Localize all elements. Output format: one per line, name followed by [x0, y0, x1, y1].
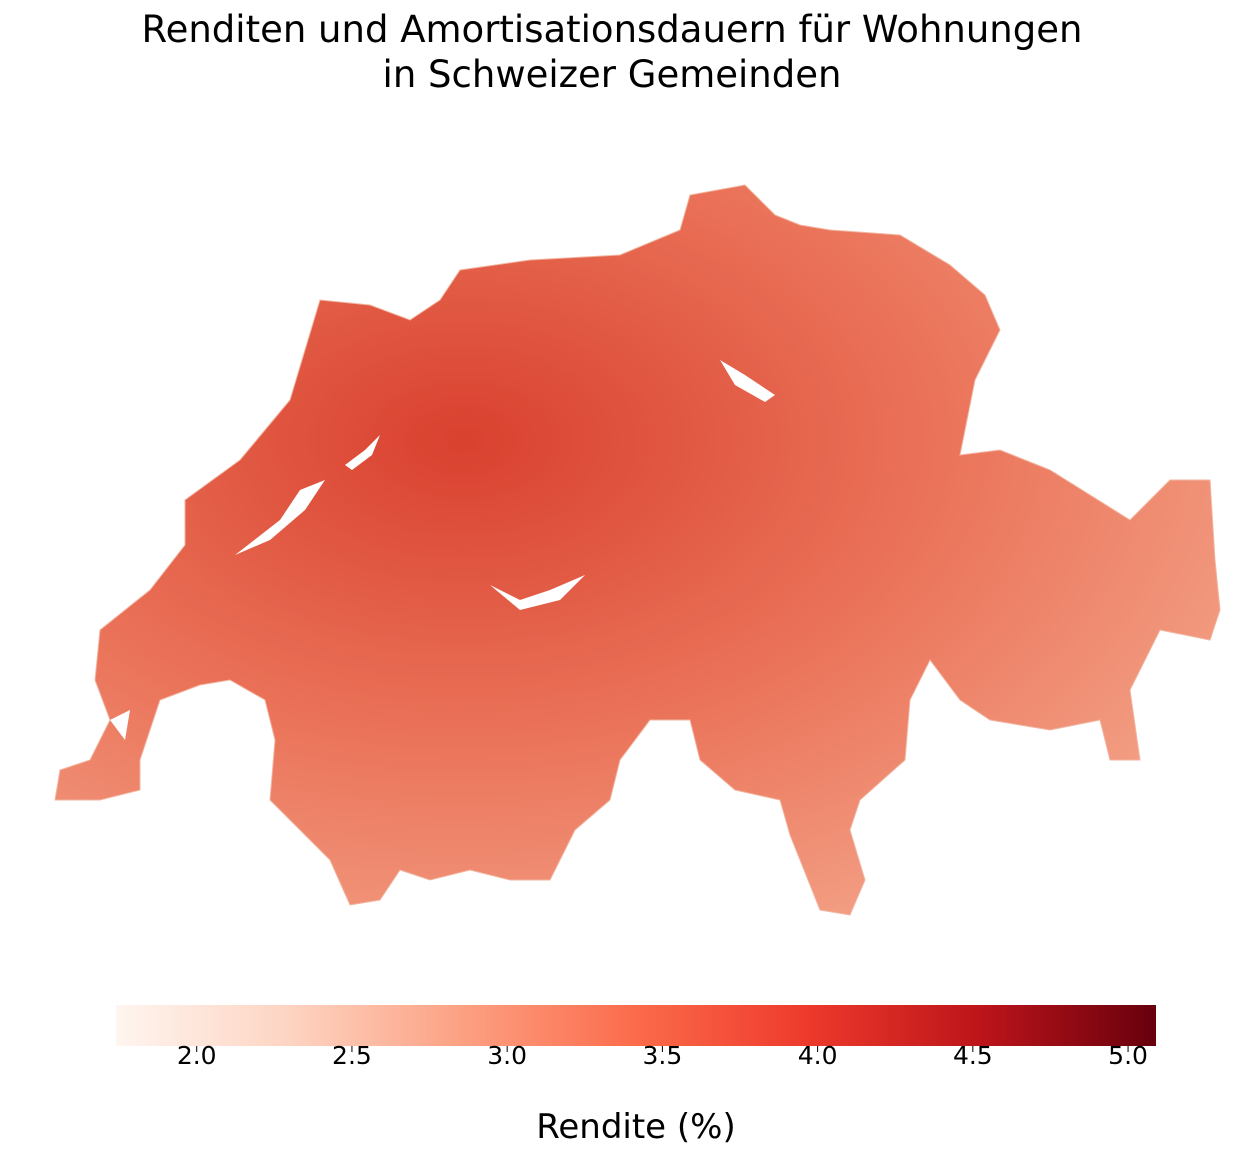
country-outline [54, 184, 1221, 916]
colorbar-tick-label: 3.5 [643, 1041, 683, 1070]
colorbar-label: Rendite (%) [536, 1107, 735, 1147]
colorbar-tick-label: 2.0 [177, 1041, 217, 1070]
colorbar-tick-label: 5.0 [1108, 1041, 1148, 1070]
lake [345, 435, 380, 470]
colorbar-tick-label: 4.5 [953, 1041, 993, 1070]
colorbar-tick-label: 2.5 [332, 1041, 372, 1070]
colorbar-tick-label: 4.0 [798, 1041, 838, 1070]
colorbar-gradient [116, 1005, 1156, 1046]
lake [235, 480, 325, 555]
colorbar-tick-label: 3.0 [487, 1041, 527, 1070]
switzerland-map [54, 184, 1221, 916]
colorbar: Rendite (%) 2.0 2.5 3.0 3.5 4.0 4.5 5.0 [116, 1005, 1156, 1147]
lake [110, 710, 130, 740]
lake [720, 360, 775, 402]
map-title: Renditen und Amortisationsdauern für Woh… [142, 8, 1083, 96]
lake [490, 575, 585, 610]
